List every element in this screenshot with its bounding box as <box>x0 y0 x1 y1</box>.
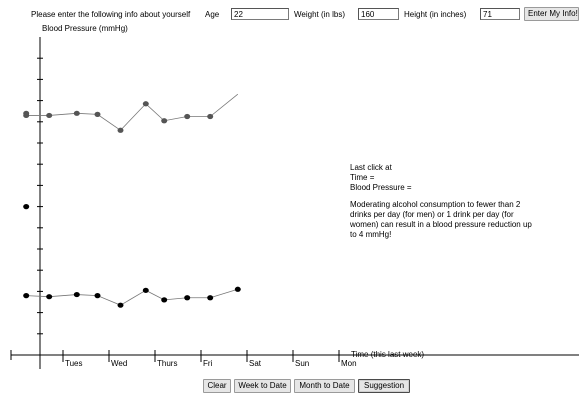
health-tip: Moderating alcohol consumption to fewer … <box>350 200 532 239</box>
series-line-2 <box>26 288 238 306</box>
x-tick-label: Sun <box>295 359 309 368</box>
weight-label: Weight (in lbs) <box>294 10 345 19</box>
data-point <box>117 302 124 308</box>
time-readout: Time = <box>350 173 375 182</box>
x-tick-label: Fri <box>203 359 213 368</box>
data-point <box>46 294 53 300</box>
chart-axes <box>10 37 579 369</box>
x-tick-label: Sat <box>249 359 262 368</box>
suggestion-button[interactable]: Suggestion <box>358 379 410 393</box>
data-point <box>46 112 53 119</box>
data-point <box>73 110 80 116</box>
data-point <box>207 113 214 120</box>
blood-pressure-readout: Blood Pressure = <box>350 183 412 192</box>
age-input[interactable] <box>231 8 289 20</box>
y-axis-label: Blood Pressure (mmHg) <box>42 24 128 33</box>
chart-series <box>23 93 241 308</box>
data-point <box>142 287 149 293</box>
x-tick-label: Mon <box>341 359 357 368</box>
data-point <box>142 101 149 107</box>
month-to-date-button[interactable]: Month to Date <box>294 379 355 393</box>
data-point <box>161 118 168 124</box>
data-point <box>234 286 241 292</box>
x-tick-label: Tues <box>65 359 83 368</box>
week-to-date-button[interactable]: Week to Date <box>234 379 291 393</box>
form-prompt: Please enter the following info about yo… <box>31 10 191 19</box>
last-click-label: Last click at <box>350 163 392 172</box>
data-point <box>23 293 30 299</box>
data-point <box>207 295 214 301</box>
data-point <box>23 112 30 119</box>
data-point <box>161 297 168 303</box>
height-label: Height (in inches) <box>404 10 467 19</box>
clear-button[interactable]: Clear <box>203 379 231 393</box>
age-label: Age <box>205 10 220 19</box>
weight-input[interactable] <box>358 8 399 20</box>
data-point <box>94 293 101 299</box>
data-point <box>184 295 191 301</box>
data-point <box>73 291 80 298</box>
x-tick-label: Wed <box>111 359 127 368</box>
series-line-1 <box>25 93 239 131</box>
x-tick-labels: Tues Wed Thurs Fri Sat Sun Mon <box>62 350 357 368</box>
data-point <box>184 113 191 120</box>
data-point <box>94 111 101 117</box>
x-tick-label: Thurs <box>157 359 177 368</box>
data-point <box>23 204 30 210</box>
data-point <box>117 127 124 133</box>
height-input[interactable] <box>480 8 520 20</box>
